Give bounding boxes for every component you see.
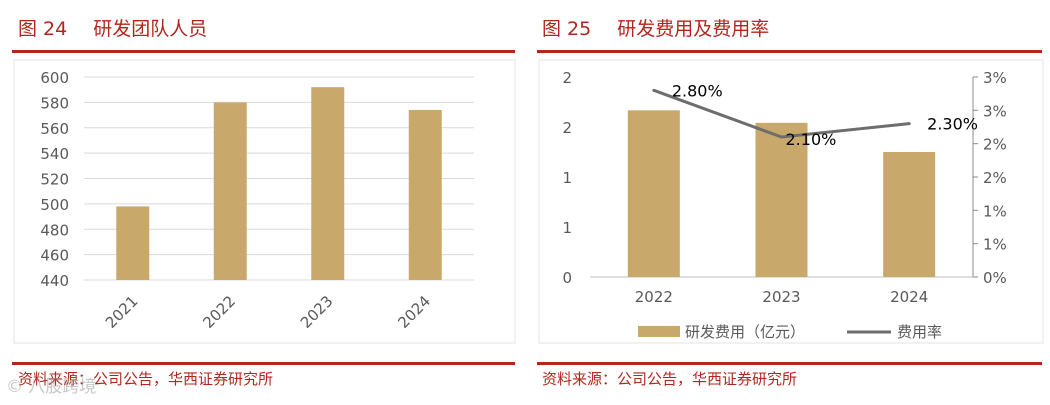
y-left-tick-label: 1: [562, 219, 572, 237]
expense-ratio-point: [780, 135, 783, 139]
y-right-tick-label: 3%: [983, 69, 1007, 87]
left-source-rule: [12, 362, 515, 365]
chart-frame: [538, 59, 1044, 344]
bar-2021: [116, 206, 150, 280]
right-source-note: 资料来源：公司公告，华西证券研究所: [542, 370, 798, 388]
y-tick-label: 600: [40, 69, 69, 87]
bar-2023: [755, 122, 808, 277]
left-figure-panel: 图 24 研发团队人员 440 460 480 500 520 540 560 580 600 20…: [6, 14, 516, 397]
left-figure-number: 图 24: [18, 18, 68, 40]
y-tick-label: 540: [40, 145, 69, 163]
chart-frame: [13, 59, 516, 344]
left-source-note: 资料来源：公司公告，华西证券研究所: [18, 370, 274, 388]
y-tick-label: 560: [40, 120, 69, 138]
headcount-bar-chart: 440 460 480 500 520 540 560 580 600 2021 2022 2023 2…: [13, 59, 516, 344]
data-label: 2.30%: [927, 115, 978, 134]
expense-ratio-point: [907, 122, 911, 126]
legend-swatch-bar: [638, 326, 680, 337]
y-tick-label: 520: [40, 171, 69, 189]
legend-label-bar: 研发费用（亿元）: [685, 323, 805, 341]
y-tick-label: 460: [40, 247, 69, 265]
legend-label-line: 费用率: [897, 323, 942, 341]
x-tick-label: 2024: [890, 288, 928, 306]
left-title-rule: [12, 50, 515, 53]
data-label: 2.80%: [672, 81, 723, 100]
x-tick-label: 2023: [297, 292, 337, 332]
y-left-tick-label: 2: [562, 69, 572, 87]
left-figure-title: 图 24 研发团队人员: [18, 14, 207, 41]
y-left-tick-label: 2: [562, 119, 572, 137]
y-right-tick-label: 2%: [983, 169, 1007, 187]
y-tick-label: 500: [40, 196, 69, 214]
x-tick-label: 2022: [635, 288, 673, 306]
left-figure-caption: 研发团队人员: [93, 18, 208, 40]
right-figure-caption: 研发费用及费用率: [617, 18, 770, 40]
y-tick-label: 440: [40, 272, 69, 290]
right-figure-number: 图 25: [542, 18, 592, 40]
y-right-tick-label: 3%: [983, 102, 1007, 120]
y-left-tick-label: 1: [562, 169, 572, 187]
y-tick-label: 580: [40, 94, 69, 112]
watermark-logo: © 八股跨境: [6, 377, 97, 397]
bar-2023: [311, 87, 345, 281]
bar-2024: [408, 109, 442, 280]
bar-2022: [213, 102, 247, 280]
bar-2022: [627, 110, 680, 277]
y-right-tick-label: 2%: [983, 136, 1007, 154]
x-tick-label: 2024: [394, 292, 434, 332]
y-right-tick-label: 1%: [983, 236, 1007, 254]
y-right-tick-label: 0%: [983, 269, 1007, 287]
data-label: 2.10%: [786, 130, 837, 149]
y-tick-label: 480: [40, 221, 69, 239]
right-figure-panel: 图 25 研发费用及费用率 0 1 1 2 2 0% 1% 1% 2% 2% 3% 3% 2022 2023…: [525, 0, 1050, 405]
y-left-tick-label: 0: [562, 269, 572, 287]
y-right-tick-label: 1%: [983, 202, 1007, 220]
bar-2024: [883, 152, 936, 277]
x-tick-label: 2021: [102, 292, 142, 332]
right-figure-title: 图 25 研发费用及费用率: [542, 14, 769, 41]
x-tick-label: 2023: [762, 288, 800, 306]
expense-ratio-point: [652, 88, 656, 92]
x-tick-label: 2022: [199, 292, 239, 332]
right-title-rule: [537, 50, 1042, 53]
rd-expense-combo-chart: 0 1 1 2 2 0% 1% 1% 2% 2% 3% 3% 2022 2023 2024 2.80% 2.10…: [538, 59, 1044, 344]
right-source-rule: [537, 362, 1042, 365]
